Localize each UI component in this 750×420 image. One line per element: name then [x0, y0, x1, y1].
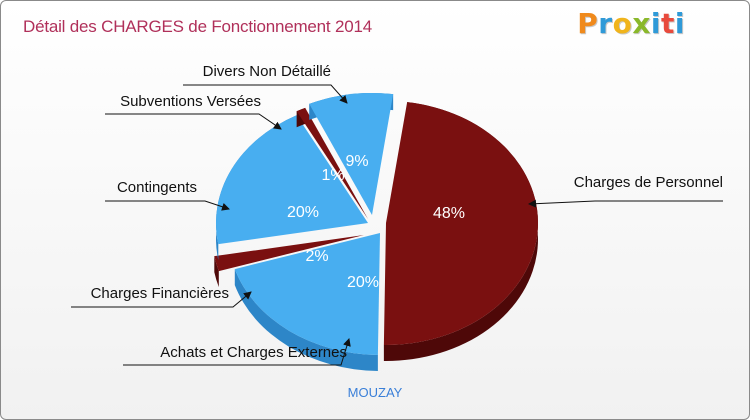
slice-category-label: Charges de Personnel — [574, 174, 723, 191]
slice-side — [234, 269, 378, 371]
leader-line — [71, 291, 252, 308]
slice-top — [309, 93, 394, 215]
leader-line — [528, 199, 723, 208]
slice-achats-et-charges-externes[interactable] — [234, 233, 380, 371]
slice-charges-financi-res[interactable] — [214, 235, 364, 288]
leader-line — [183, 84, 348, 104]
slice-contingents[interactable] — [215, 115, 368, 261]
slice-top — [383, 102, 538, 345]
proxiti-logo[interactable]: Proxiti — [577, 7, 685, 40]
slice-top — [215, 115, 368, 245]
slice-subventions-vers-es[interactable] — [296, 107, 368, 219]
slice-category-label: Achats et Charges Externes — [160, 344, 347, 361]
slice-category-label: Divers Non Détaillé — [203, 63, 331, 80]
leader-line — [105, 113, 282, 130]
leader-line — [123, 338, 351, 366]
slice-percent-label: 20% — [347, 274, 379, 291]
slice-percent-label: 9% — [345, 153, 368, 170]
slice-percent-label: 48% — [433, 205, 465, 222]
slice-divers-non-d-taill-[interactable] — [309, 93, 394, 215]
leader-line — [105, 200, 230, 211]
slice-category-label: Contingents — [117, 179, 197, 196]
chart-title: Détail des CHARGES de Fonctionnement 201… — [23, 17, 372, 36]
slice-top — [214, 235, 364, 272]
slice-percent-label: 20% — [287, 204, 319, 221]
slice-top — [296, 107, 368, 219]
slice-percent-label: 1% — [321, 167, 344, 184]
slice-charges-de-personnel[interactable] — [383, 102, 538, 361]
slice-category-label: Subventions Versées — [120, 93, 261, 110]
city-name: MOUZAY — [347, 385, 403, 400]
slice-category-label: Charges Financières — [91, 285, 229, 302]
slice-percent-label: 2% — [305, 248, 328, 265]
slice-side — [214, 256, 219, 288]
slice-top — [234, 233, 380, 355]
